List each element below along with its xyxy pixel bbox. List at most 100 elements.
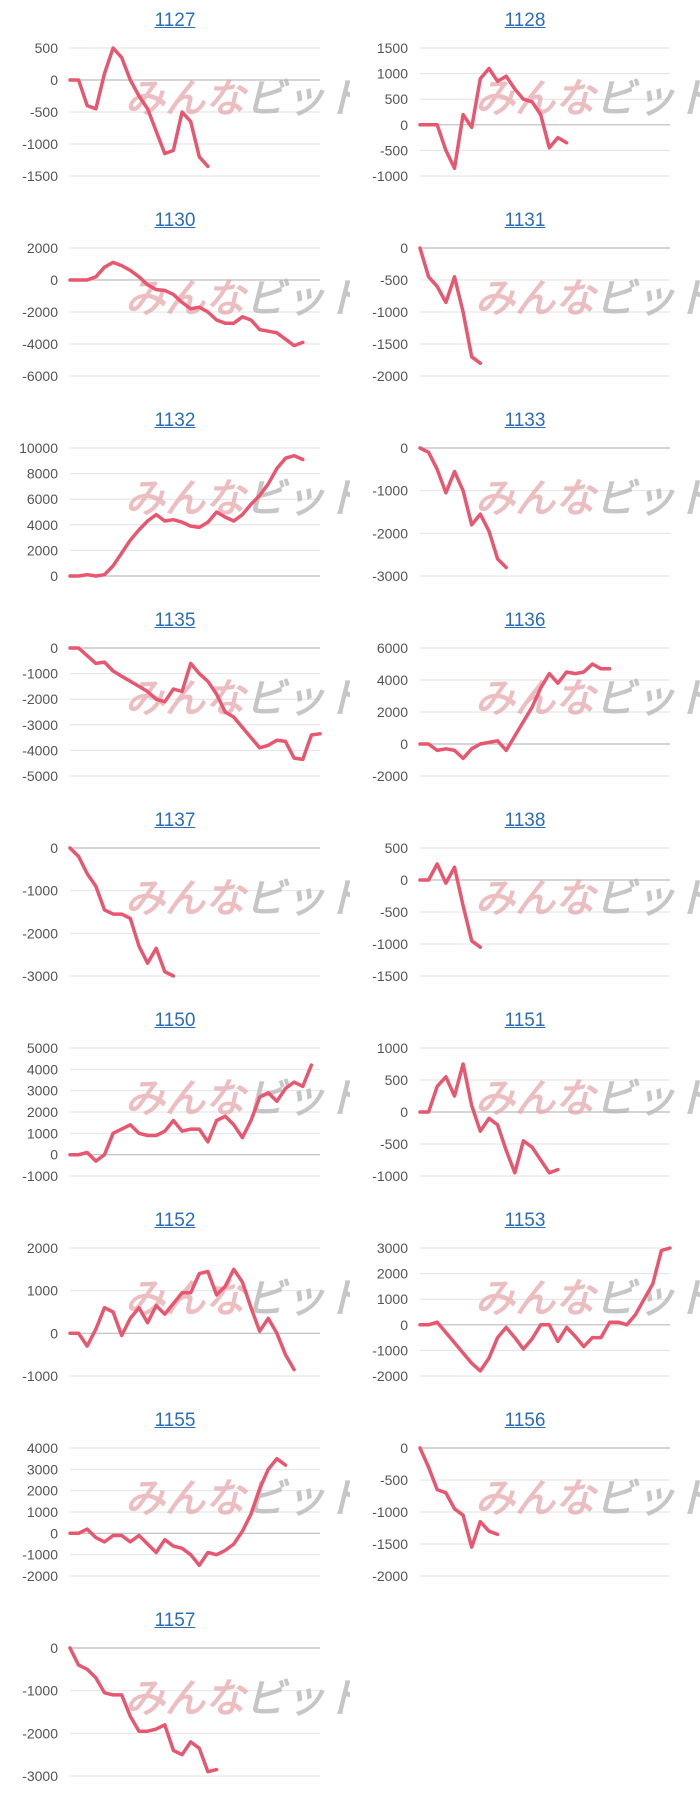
y-tick-label: 0 xyxy=(50,640,58,656)
watermark-logo: ビット xyxy=(595,1076,700,1122)
y-tick-label: -500 xyxy=(380,272,408,288)
chart-svg: 10000 8000 6000 4000 2000 0 みんなビット xyxy=(19,440,350,584)
chart-title-link[interactable]: 1152 xyxy=(154,1210,196,1231)
series-line xyxy=(418,66,569,171)
y-tick-label: 3000 xyxy=(27,1461,58,1477)
chart-svg: 500 0 -500 -1000 -1500 みんなビット xyxy=(372,840,700,984)
watermark-logo: みんな xyxy=(475,1476,599,1522)
watermark-logo: ビット xyxy=(595,476,700,522)
series-line xyxy=(68,260,305,348)
chart-svg: 0 -1000 -2000 -3000 みんなビット xyxy=(22,840,350,984)
chart-title-link[interactable]: 1135 xyxy=(154,610,196,631)
y-tick-label: -500 xyxy=(380,1472,408,1488)
chart-title-link[interactable]: 1150 xyxy=(154,1010,196,1031)
y-tick-label: 2000 xyxy=(27,1104,58,1120)
y-tick-label: 1000 xyxy=(377,66,408,82)
chart-svg: 0-1000-2000-3000-4000-5000みんなビット xyxy=(22,640,350,784)
y-tick-label: 0 xyxy=(50,272,58,288)
chart-title-link[interactable]: 1153 xyxy=(504,1210,546,1231)
chart-title-link[interactable]: 1130 xyxy=(154,210,196,231)
chart-title-link[interactable]: 1155 xyxy=(154,1410,196,1431)
watermark-logo: ビット xyxy=(595,676,700,722)
series-line xyxy=(418,662,612,761)
watermark-logo: ビット xyxy=(245,276,350,322)
chart-panel: 1153 3000 2000 1000 0 -1000 -2000 みんなビット xyxy=(350,1200,700,1400)
y-tick-label: -1000 xyxy=(372,936,408,952)
y-tick-label: 0 xyxy=(50,72,58,88)
series-line xyxy=(418,1062,560,1175)
y-tick-label: 4000 xyxy=(27,1440,58,1456)
y-tick-label: 10000 xyxy=(19,440,58,456)
y-tick-label: -1000 xyxy=(22,1168,58,1184)
y-tick-label: -1000 xyxy=(22,883,58,899)
y-tick-label: 4000 xyxy=(377,672,408,688)
watermark-logo: みんな xyxy=(125,1076,249,1122)
y-tick-label: 0 xyxy=(400,1317,408,1333)
y-tick-label: -3000 xyxy=(22,717,58,733)
chart-title-link[interactable]: 1157 xyxy=(154,1610,196,1631)
y-tick-label: -2000 xyxy=(372,368,408,384)
series-line xyxy=(68,1267,296,1372)
y-tick-label: -1000 xyxy=(372,1504,408,1520)
chart-title-link[interactable]: 1138 xyxy=(504,810,546,831)
chart-svg: 0 -1000 -2000 -3000 みんなビット xyxy=(22,1640,350,1784)
series-line xyxy=(68,846,176,978)
chart-svg: 0 -500 -1000 -1500 -2000 みんなビット xyxy=(372,1440,700,1584)
chart-panel: 1127 500 0 -500 -1000 -1500 みんなビット xyxy=(0,0,350,200)
y-tick-label: 4000 xyxy=(27,1061,58,1077)
y-tick-label: -1500 xyxy=(372,968,408,984)
watermark-logo: ビット xyxy=(245,76,350,122)
chart-title-link[interactable]: 1131 xyxy=(504,210,546,231)
watermark-logo: みんな xyxy=(125,476,249,522)
y-tick-label: -2000 xyxy=(22,691,58,707)
chart-title-link[interactable]: 1127 xyxy=(154,10,196,31)
chart-title-link[interactable]: 1133 xyxy=(504,410,546,431)
chart-title-link[interactable]: 1156 xyxy=(504,1410,546,1431)
y-tick-label: 0 xyxy=(50,1640,58,1656)
chart-title-link[interactable]: 1137 xyxy=(154,810,196,831)
watermark-logo: ビット xyxy=(245,1676,350,1722)
chart-panel: 1132 10000 8000 6000 4000 2000 0 みんなビット xyxy=(0,400,350,600)
y-tick-label: -4000 xyxy=(22,742,58,758)
y-tick-label: 2000 xyxy=(27,1483,58,1499)
y-tick-label: -1500 xyxy=(22,168,58,184)
y-tick-label: 1000 xyxy=(27,1125,58,1141)
y-tick-label: -2000 xyxy=(372,768,408,784)
y-tick-label: 0 xyxy=(50,1147,58,1163)
chart-panel: 1137 0 -1000 -2000 -3000 みんなビット xyxy=(0,800,350,1000)
y-tick-label: 0 xyxy=(50,840,58,856)
watermark-logo: ビット xyxy=(595,76,700,122)
chart-title-link[interactable]: 1136 xyxy=(504,610,546,631)
y-tick-label: 0 xyxy=(50,568,58,584)
watermark-logo: ビット xyxy=(595,1276,700,1322)
y-tick-label: -1000 xyxy=(22,666,58,682)
y-tick-label: 0 xyxy=(400,872,408,888)
chart-title-link[interactable]: 1128 xyxy=(504,10,546,31)
chart-panel: 1151 1000 500 0 -500 -1000 みんなビット xyxy=(350,1000,700,1200)
y-tick-label: -1000 xyxy=(22,136,58,152)
y-tick-label: 2000 xyxy=(377,704,408,720)
y-tick-label: 1000 xyxy=(377,1040,408,1056)
series-line xyxy=(68,1456,288,1568)
chart-title-link[interactable]: 1132 xyxy=(154,410,196,431)
y-tick-label: -3000 xyxy=(372,568,408,584)
y-tick-label: -1000 xyxy=(372,1168,408,1184)
y-tick-label: 3000 xyxy=(377,1240,408,1256)
watermark-logo: みんな xyxy=(125,876,249,922)
y-tick-label: 3000 xyxy=(27,1083,58,1099)
chart-panel: 1157 0 -1000 -2000 -3000 みんなビット xyxy=(0,1600,350,1800)
y-tick-label: 500 xyxy=(385,91,409,107)
chart-panel: 1133 0 -1000 -2000 -3000 みんなビット xyxy=(350,400,700,600)
y-tick-label: 500 xyxy=(385,1072,409,1088)
watermark-logo: みんな xyxy=(475,1276,599,1322)
watermark-logo: みんな xyxy=(475,276,599,322)
chart-panel: 1138 500 0 -500 -1000 -1500 みんなビット xyxy=(350,800,700,1000)
chart-title-link[interactable]: 1151 xyxy=(504,1010,546,1031)
